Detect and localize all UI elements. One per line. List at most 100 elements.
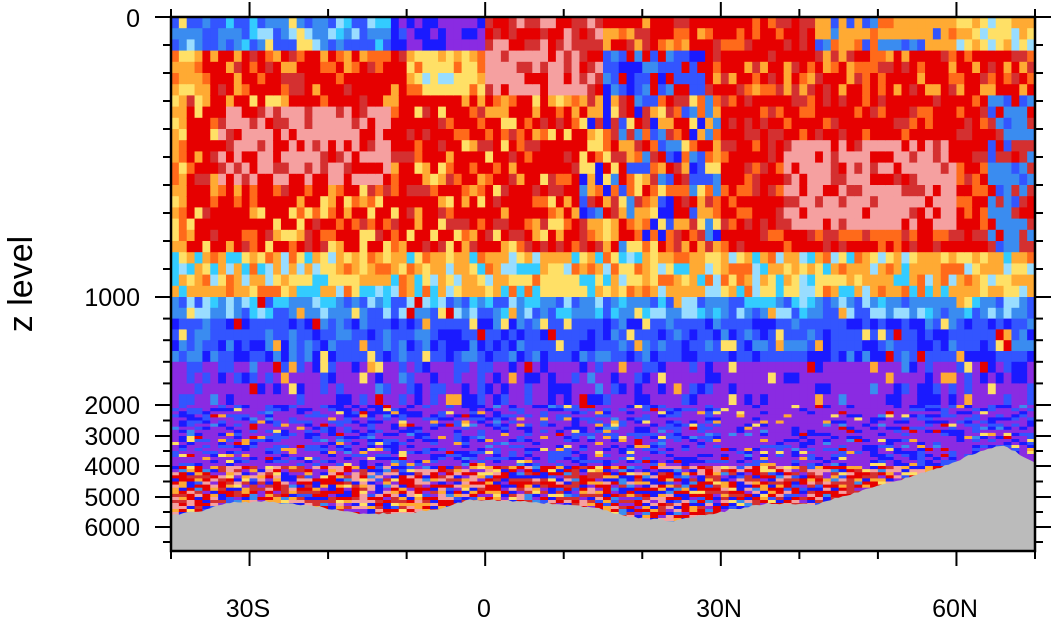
heatmap-cell — [383, 229, 392, 242]
heatmap-cell — [367, 61, 376, 74]
heatmap-cell — [304, 207, 313, 220]
heatmap-cell — [516, 394, 526, 406]
heatmap-cell — [579, 28, 588, 40]
heatmap-cell — [225, 478, 235, 483]
heatmap-cell — [296, 229, 306, 242]
heatmap-cell — [280, 17, 290, 29]
heatmap-cell — [712, 509, 722, 513]
heatmap-cell — [445, 487, 455, 492]
heatmap-cell — [548, 445, 557, 449]
heatmap-cell — [265, 285, 274, 298]
heatmap-cell — [335, 151, 345, 164]
heatmap-cell — [657, 426, 667, 431]
heatmap-cell — [493, 475, 502, 479]
heatmap-cell — [280, 207, 290, 220]
heatmap-cell — [367, 490, 376, 495]
heatmap-cell — [225, 140, 235, 152]
heatmap-cell — [532, 106, 541, 119]
heatmap-cell — [225, 340, 235, 352]
heatmap-cell — [705, 436, 714, 440]
heatmap-cell — [265, 39, 274, 52]
heatmap-cell — [681, 340, 690, 352]
heatmap-cell — [320, 493, 329, 498]
heatmap-cell — [595, 463, 604, 467]
heatmap-cell — [626, 129, 636, 141]
heatmap-cell — [383, 173, 392, 186]
heatmap-cell — [579, 129, 588, 141]
heatmap-cell — [178, 173, 188, 186]
heatmap-cell — [280, 493, 290, 498]
heatmap-cell — [171, 436, 180, 440]
heatmap-cell — [712, 173, 722, 186]
heatmap-cell — [603, 351, 612, 363]
heatmap-cell — [697, 17, 706, 29]
heatmap-cell — [398, 442, 408, 446]
heatmap-cell — [210, 405, 219, 409]
heatmap-cell — [265, 439, 274, 443]
heatmap-cell — [705, 351, 714, 363]
heatmap-cell — [383, 405, 392, 409]
heatmap-cell — [390, 252, 400, 264]
heatmap-cell — [634, 445, 643, 449]
heatmap-cell — [414, 414, 423, 418]
heatmap-cell — [469, 423, 478, 428]
heatmap-cell — [595, 218, 604, 231]
heatmap-cell — [273, 340, 282, 352]
heatmap-cell — [665, 117, 675, 130]
heatmap-cell — [186, 432, 196, 437]
heatmap-cell — [548, 106, 557, 119]
heatmap-cell — [634, 394, 643, 406]
heatmap-cell — [579, 408, 588, 412]
heatmap-cell — [626, 445, 636, 449]
heatmap-cell — [595, 411, 604, 415]
heatmap-cell — [469, 50, 478, 63]
heatmap-cell — [225, 307, 235, 320]
heatmap-cell — [414, 411, 423, 415]
heatmap-cell — [445, 408, 455, 412]
heatmap-cell — [171, 490, 180, 495]
heatmap-cell — [603, 297, 612, 309]
heatmap-cell — [642, 241, 651, 253]
heatmap-cell — [422, 408, 431, 412]
heatmap-cell — [257, 423, 266, 428]
heatmap-cell — [548, 318, 557, 330]
heatmap-cell — [218, 408, 227, 412]
heatmap-cell — [524, 151, 533, 164]
heatmap-cell — [320, 439, 329, 443]
heatmap-cell — [359, 50, 368, 63]
heatmap-cell — [359, 445, 368, 449]
heatmap-cell — [422, 50, 431, 63]
heatmap-cell — [241, 117, 251, 130]
heatmap-cell — [508, 429, 518, 434]
heatmap-cell — [548, 484, 557, 489]
heatmap-cell — [343, 451, 353, 455]
heatmap-cell — [288, 95, 298, 108]
heatmap-cell — [359, 469, 368, 473]
heatmap-cell — [697, 28, 706, 40]
heatmap-cell — [508, 241, 518, 253]
heatmap-cell — [697, 500, 706, 504]
heatmap-cell — [304, 448, 313, 452]
heatmap-cell — [171, 414, 180, 418]
heatmap-cell — [422, 394, 431, 406]
heatmap-cell — [312, 84, 321, 96]
heatmap-cell — [453, 472, 463, 476]
heatmap-cell — [469, 417, 478, 422]
heatmap-cell — [657, 129, 667, 141]
heatmap-cell — [241, 129, 251, 141]
heatmap-cell — [626, 487, 636, 492]
heatmap-cell — [202, 73, 211, 85]
heatmap-cell — [579, 151, 588, 164]
heatmap-cell — [587, 414, 596, 418]
heatmap-cell — [320, 487, 329, 492]
heatmap-cell — [642, 439, 651, 443]
heatmap-cell — [233, 493, 243, 498]
heatmap-cell — [618, 429, 628, 434]
heatmap-cell — [477, 307, 486, 320]
heatmap-cell — [367, 497, 376, 501]
heatmap-cell — [618, 39, 628, 52]
heatmap-cell — [571, 129, 581, 141]
heatmap-cell — [697, 426, 706, 431]
heatmap-cell — [618, 285, 628, 298]
